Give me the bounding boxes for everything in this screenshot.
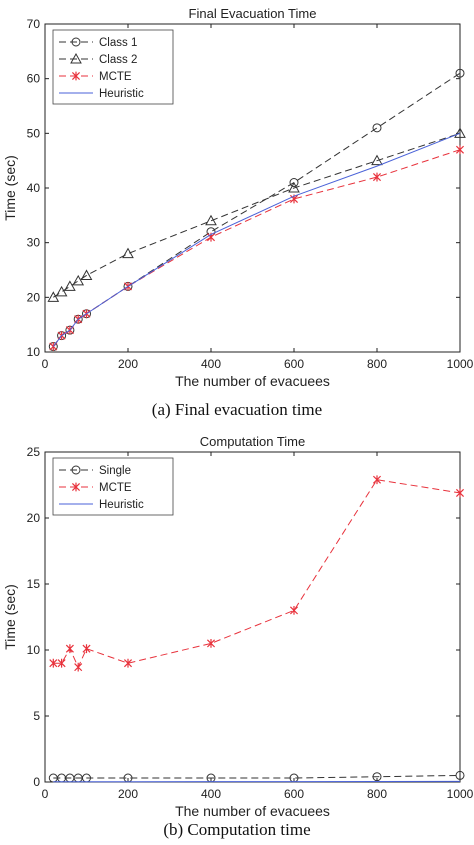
y-tick-label: 10 [27, 345, 41, 359]
legend-marker [70, 52, 82, 64]
legend-marker [71, 465, 81, 475]
legend-marker [71, 37, 81, 47]
legend-label: Single [99, 465, 131, 477]
legend-marker [71, 482, 81, 492]
data-point-class-1 [455, 68, 465, 78]
data-point-class-2 [55, 285, 68, 297]
data-point-class-2 [371, 154, 383, 166]
data-point-class-2 [122, 247, 134, 259]
series-line-mcte [52, 149, 461, 347]
y-tick-label: 25 [27, 445, 41, 459]
data-point-class-2 [205, 214, 217, 226]
x-tick-label: 800 [367, 357, 387, 371]
series-line-heuristic [52, 132, 461, 347]
data-point-mcte [123, 658, 133, 668]
legend-label: Class 1 [99, 37, 137, 49]
caption-a: (a) Final evacuation time [151, 400, 323, 419]
data-point-mcte [289, 606, 299, 615]
series-line-single [53, 774, 461, 779]
y-axis-label: Time (sec) [2, 584, 18, 650]
x-tick-label: 600 [284, 787, 304, 801]
chart-title: Computation Time [200, 434, 306, 449]
x-tick-label: 200 [118, 787, 138, 801]
x-tick-label: 400 [201, 787, 221, 801]
data-point-mcte [206, 639, 216, 648]
legend-label: MCTE [99, 71, 132, 83]
series-line-mcte [53, 479, 461, 669]
data-point-mcte [74, 662, 83, 672]
data-point-mcte [49, 658, 58, 668]
x-tick-label: 1000 [447, 357, 474, 371]
y-tick-label: 70 [27, 17, 41, 31]
legend-label: Class 2 [99, 54, 137, 66]
chart-title: Final Evacuation Time [189, 6, 317, 21]
legend-label: Heuristic [99, 88, 144, 100]
x-tick-label: 1000 [447, 787, 474, 801]
data-point-class-2 [288, 181, 300, 193]
data-point-class-2 [454, 127, 466, 138]
x-tick-label: 0 [42, 787, 49, 801]
data-point-class-1 [372, 123, 382, 133]
data-point-class-2 [72, 274, 85, 286]
x-axis-label: The number of evacuees [175, 373, 330, 389]
y-tick-label: 40 [27, 181, 41, 195]
data-point-class-1 [289, 178, 299, 188]
y-tick-label: 20 [27, 511, 41, 525]
y-tick-label: 50 [27, 126, 41, 140]
data-point-mcte [57, 658, 66, 668]
data-point-single [455, 770, 465, 780]
y-tick-label: 20 [27, 290, 41, 304]
x-tick-label: 400 [201, 357, 221, 371]
x-tick-label: 800 [367, 787, 387, 801]
x-tick-label: 0 [42, 357, 49, 371]
y-tick-label: 30 [27, 236, 41, 250]
legend-label: MCTE [99, 482, 132, 494]
y-tick-label: 5 [33, 709, 40, 723]
caption-b: (b) Computation time [163, 820, 311, 839]
legend-marker [71, 71, 81, 81]
data-point-mcte [65, 644, 74, 654]
chart-computation-time: Computation Time 0 200 400 600 800 1000 0 5 10 15 2… [2, 434, 474, 819]
data-point-class-2 [80, 269, 93, 280]
legend-label: Heuristic [99, 499, 144, 511]
y-tick-label: 10 [27, 643, 41, 657]
data-point-mcte [82, 644, 91, 654]
data-point-mcte [455, 145, 465, 155]
data-point-single [372, 772, 382, 782]
x-tick-label: 600 [284, 357, 304, 371]
y-axis-label: Time (sec) [2, 155, 18, 221]
chart-final-evacuation-time: Final Evacuation Time 0 200 400 600 800 1000 10… [2, 6, 474, 389]
y-tick-label: 15 [27, 577, 41, 591]
x-tick-label: 200 [118, 357, 138, 371]
data-point-mcte [372, 475, 382, 485]
data-point-class-2 [64, 280, 76, 291]
y-tick-label: 60 [27, 72, 41, 86]
x-axis-label: The number of evacuees [175, 803, 330, 819]
data-point-mcte [372, 172, 382, 182]
y-tick-label: 0 [33, 775, 40, 789]
data-point-mcte [455, 488, 465, 498]
series-line-class-1 [52, 72, 461, 347]
data-point-class-2 [47, 291, 60, 302]
